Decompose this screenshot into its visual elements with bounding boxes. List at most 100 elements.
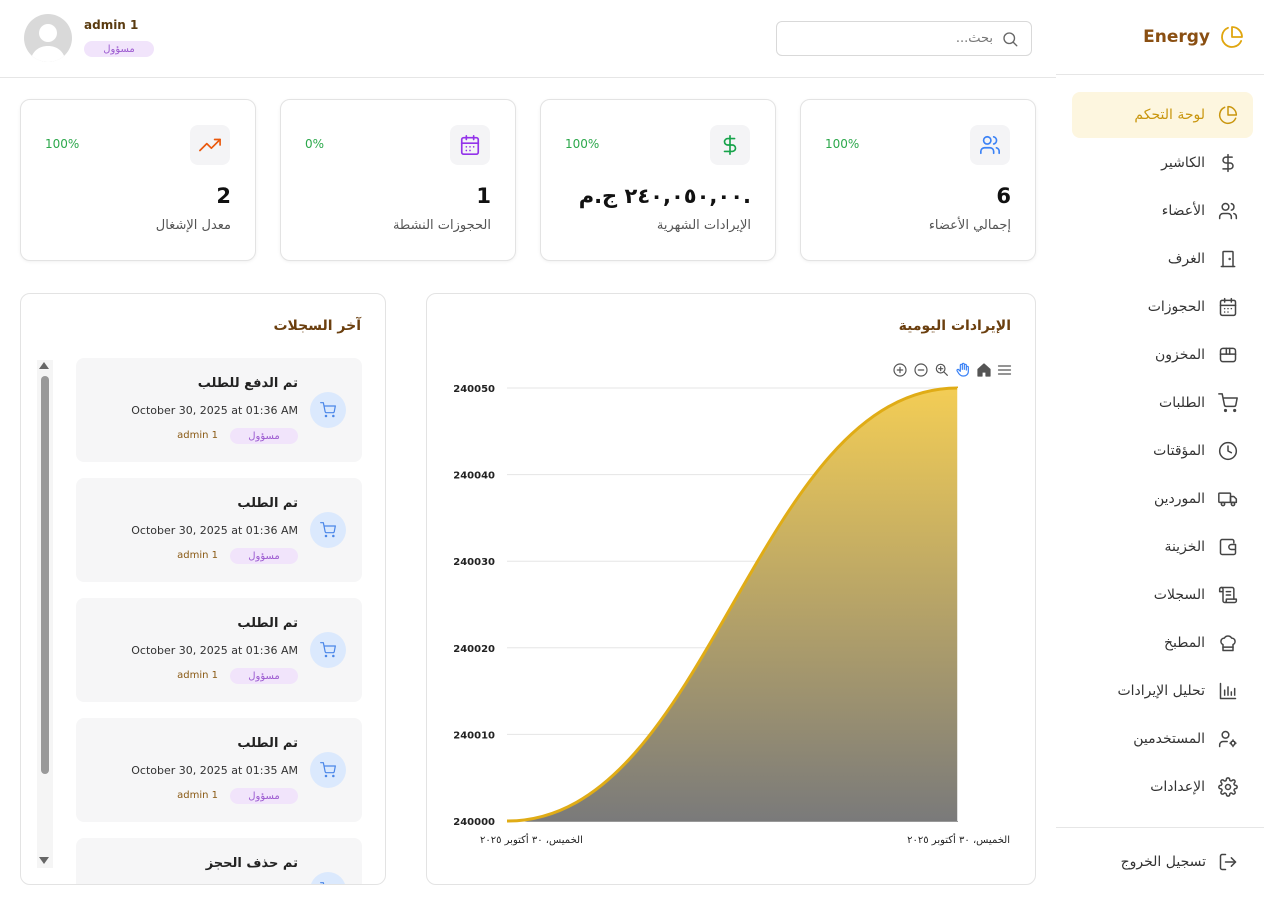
zoom-select-icon[interactable] [933, 361, 950, 378]
sidebar-item-label: الإعدادات [1150, 779, 1205, 795]
recent-logs-panel: آخر السجلات تم الدفع للطلب October 30, 20… [20, 293, 386, 885]
search-box[interactable] [776, 21, 1032, 56]
log-item[interactable]: تم الطلب October 30, 2025 at 01:35 AM مسؤو… [76, 718, 362, 822]
sidebar: Energy لوحة التحكم الكاشير الأعضاء الغرف… [1056, 0, 1264, 903]
stat-percent: 100% [565, 137, 600, 151]
log-title: تم حذف الحجز [205, 856, 298, 871]
chart-toolbar [891, 361, 1013, 378]
cart-icon [1217, 392, 1239, 414]
brand-logo[interactable]: Energy [1143, 24, 1244, 50]
sidebar-item[interactable]: الحجوزات [1072, 284, 1253, 330]
log-role-badge: مسؤول [230, 788, 298, 804]
scroll-down-arrow[interactable] [39, 857, 49, 864]
calendar-icon [1217, 296, 1239, 318]
sidebar-item[interactable]: الكاشير [1072, 140, 1253, 186]
chef-hat-icon [1217, 632, 1239, 654]
stat-value: 2 [216, 184, 231, 208]
sidebar-divider [1056, 74, 1264, 75]
stat-percent: 100% [45, 137, 80, 151]
sidebar-item[interactable]: لوحة التحكم [1072, 92, 1253, 138]
sidebar-item[interactable]: الطلبات [1072, 380, 1253, 426]
scroll-thumb[interactable] [41, 376, 49, 774]
sidebar-item-label: الكاشير [1161, 155, 1205, 171]
trending-up-icon [190, 125, 230, 165]
y-tick-label: 240010 [453, 730, 495, 741]
sidebar-item-label: المطبخ [1164, 635, 1205, 651]
logout-icon [1218, 852, 1238, 872]
stat-value: 6 [996, 184, 1011, 208]
sidebar-item[interactable]: المطبخ [1072, 620, 1253, 666]
sidebar-item-label: الحجوزات [1147, 299, 1205, 315]
y-tick-label: 240020 [453, 644, 495, 655]
user-cog-icon [1217, 728, 1239, 750]
stat-card: 100% 6 إجمالي الأعضاء [800, 99, 1036, 261]
sidebar-item[interactable]: السجلات [1072, 572, 1253, 618]
log-time: October 30, 2025 at 01:36 AM [131, 404, 298, 417]
logs-title: آخر السجلات [273, 318, 361, 334]
user-role-badge: مسؤول [84, 41, 154, 57]
dashboard-pie-icon [1217, 104, 1239, 126]
sidebar-item-label: السجلات [1153, 587, 1205, 603]
y-tick-label: 240030 [453, 557, 495, 568]
stat-label: إجمالي الأعضاء [928, 218, 1011, 233]
series-line [506, 386, 959, 823]
gear-icon [1217, 776, 1239, 798]
log-item[interactable]: تم حذف الحجز [76, 838, 362, 884]
log-item[interactable]: تم الطلب October 30, 2025 at 01:36 AM مسؤو… [76, 478, 362, 582]
zoom-in-circle-icon[interactable] [891, 361, 908, 378]
sidebar-item-label: المستخدمين [1133, 731, 1205, 747]
sidebar-item-label: الغرف [1167, 251, 1205, 267]
sidebar-item[interactable]: الغرف [1072, 236, 1253, 282]
dollar-icon [1217, 152, 1239, 174]
avatar[interactable] [24, 14, 72, 62]
log-user: admin 1 [177, 430, 218, 441]
menu-icon[interactable] [996, 361, 1013, 378]
log-item[interactable]: تم الدفع للطلب October 30, 2025 at 01:36 … [76, 358, 362, 462]
x-tick-label: الخميس، ٣٠ أكتوبر ٢٠٢٥ [907, 833, 1010, 846]
x-tick-label: الخميس، ٣٠ أكتوبر ٢٠٢٥ [480, 833, 583, 846]
sidebar-item[interactable]: المؤقتات [1072, 428, 1253, 474]
y-tick-label: 240050 [453, 384, 495, 395]
sidebar-nav: لوحة التحكم الكاشير الأعضاء الغرف الحجوز… [1072, 92, 1253, 812]
users-icon [1217, 200, 1239, 222]
sidebar-divider [1056, 827, 1264, 828]
y-tick-label: 240040 [453, 471, 495, 482]
stat-label: الحجوزات النشطة [392, 218, 491, 233]
log-user: admin 1 [177, 550, 218, 561]
stat-card: 100% 2 معدل الإشغال [20, 99, 256, 261]
scroll-up-arrow[interactable] [39, 362, 49, 369]
sidebar-item[interactable]: المخزون [1072, 332, 1253, 378]
cart-icon [310, 392, 346, 428]
logout-label: تسجيل الخروج [1120, 854, 1206, 870]
sidebar-item[interactable]: الأعضاء [1072, 188, 1253, 234]
sidebar-item[interactable]: الإعدادات [1072, 764, 1253, 810]
cart-icon [310, 872, 346, 884]
stat-card: 0% 1 الحجوزات النشطة [280, 99, 516, 261]
sidebar-item-label: الخزينة [1164, 539, 1205, 555]
log-title: تم الدفع للطلب [197, 376, 298, 391]
daily-revenue-panel: الإيرادات اليومية 240000 240010 240020 2400… [426, 293, 1036, 885]
cart-icon [310, 752, 346, 788]
log-time: October 30, 2025 at 01:36 AM [131, 524, 298, 537]
stat-percent: 0% [305, 137, 325, 151]
search-input[interactable] [813, 31, 993, 46]
pan-hand-icon[interactable] [954, 361, 971, 378]
logout-button[interactable]: تسجيل الخروج [1121, 852, 1238, 872]
home-reset-icon[interactable] [975, 361, 992, 378]
stat-percent: 100% [825, 137, 860, 151]
bar-chart-icon [1217, 680, 1239, 702]
sidebar-item-label: الطلبات [1159, 395, 1205, 411]
scroll-icon [1217, 584, 1239, 606]
zoom-out-circle-icon[interactable] [912, 361, 929, 378]
revenue-area-chart[interactable]: 240000 240010 240020 240030 240040 240050 الخم… [427, 294, 1037, 886]
sidebar-item[interactable]: الموردين [1072, 476, 1253, 522]
sidebar-item-label: المؤقتات [1153, 443, 1205, 459]
stat-label: معدل الإشغال [155, 218, 231, 233]
log-role-badge: مسؤول [230, 548, 298, 564]
sidebar-item[interactable]: تحليل الإيرادات [1072, 668, 1253, 714]
log-item[interactable]: تم الطلب October 30, 2025 at 01:36 AM مسؤو… [76, 598, 362, 702]
log-title: تم الطلب [237, 736, 298, 751]
sidebar-item[interactable]: المستخدمين [1072, 716, 1253, 762]
user-name: admin 1 [84, 18, 139, 32]
sidebar-item[interactable]: الخزينة [1072, 524, 1253, 570]
